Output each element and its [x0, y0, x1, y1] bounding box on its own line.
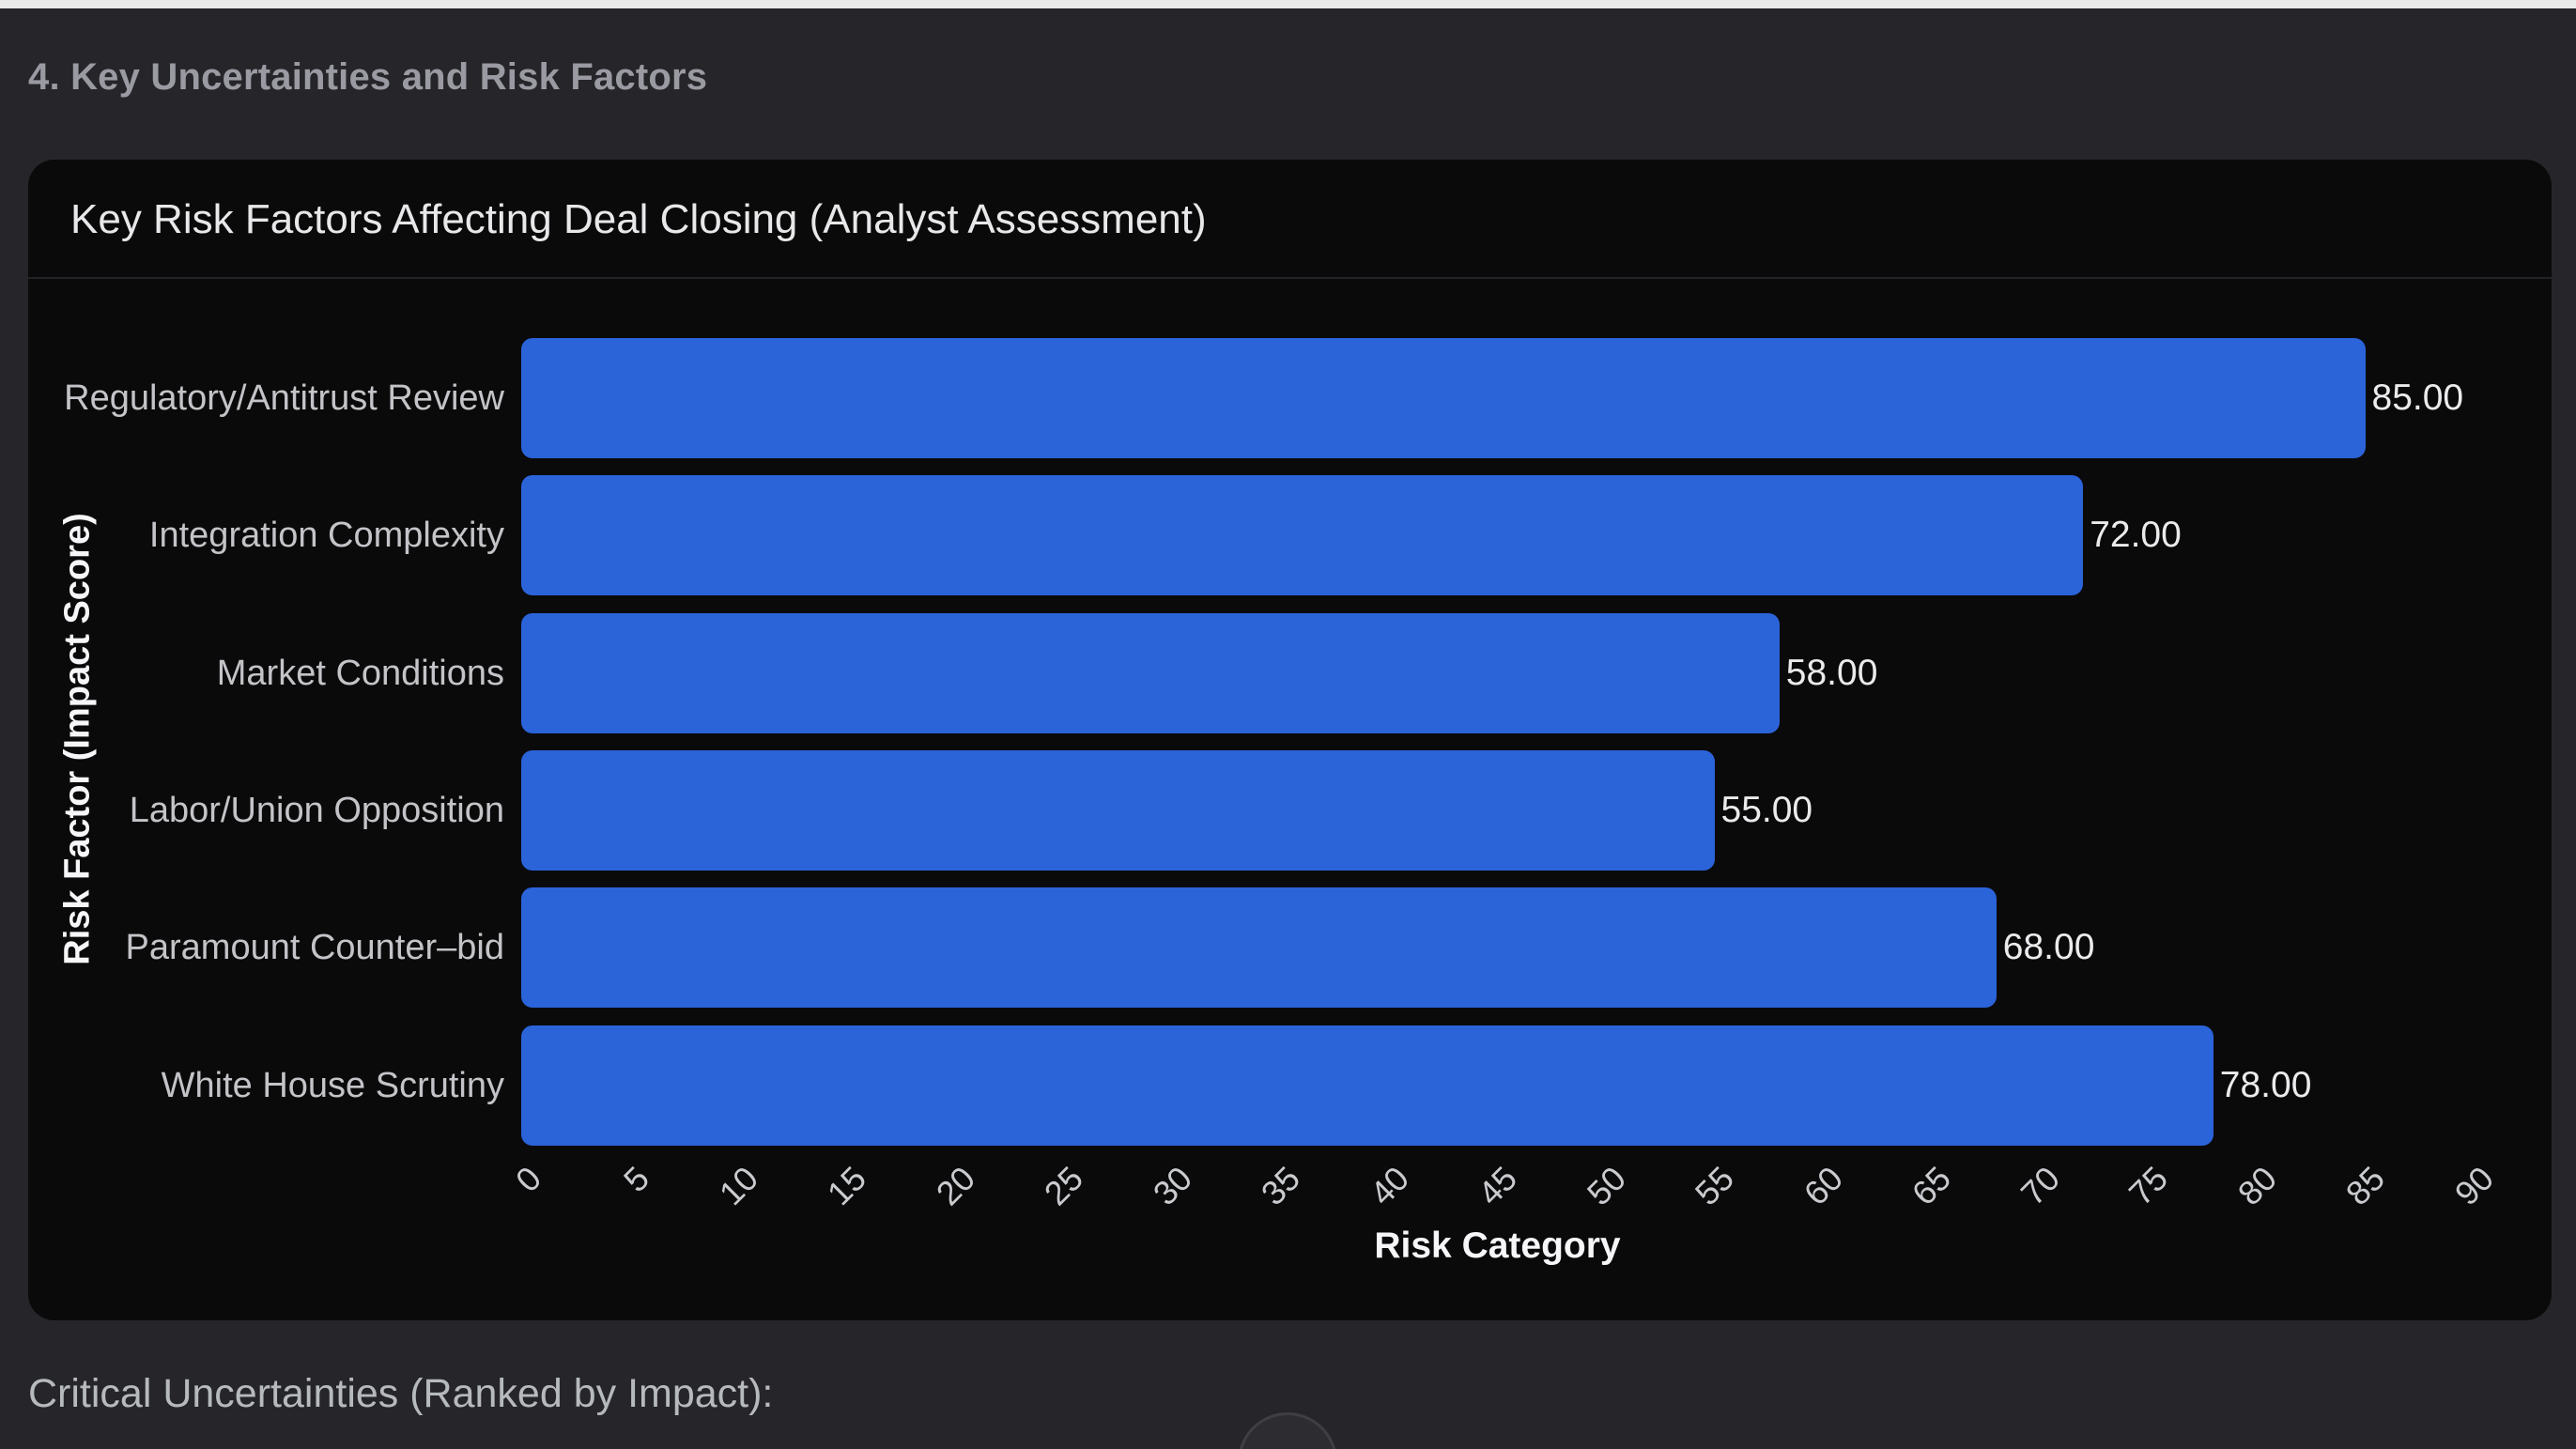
bar: [521, 749, 1715, 871]
x-tick-label: 20: [928, 1159, 982, 1213]
x-tick-label: 70: [2013, 1159, 2067, 1213]
top-scrollbar-strip: [0, 0, 2576, 8]
value-label: 78.00: [2219, 1064, 2312, 1105]
value-label: 58.00: [1785, 652, 1878, 693]
x-tick-label: 15: [820, 1159, 874, 1213]
x-tick-label: 5: [616, 1159, 657, 1200]
x-tick-label: 50: [1579, 1159, 1633, 1213]
value-label: 72.00: [2090, 515, 2182, 556]
bar: [521, 887, 1997, 1009]
x-tick-label: 90: [2446, 1159, 2501, 1213]
bar: [521, 338, 2366, 458]
x-axis-label: Risk Category: [1374, 1225, 1621, 1266]
x-tick-label: 10: [711, 1159, 765, 1213]
x-tick-label: 35: [1254, 1159, 1308, 1213]
footer-note: Critical Uncertainties (Ranked by Impact…: [28, 1371, 774, 1416]
category-label: Integration Complexity: [148, 516, 504, 556]
category-label: Regulatory/Antitrust Review: [64, 378, 504, 418]
x-tick-label: 85: [2338, 1159, 2393, 1213]
x-tick-label: 75: [2121, 1159, 2176, 1213]
category-label: Labor/Union Opposition: [129, 790, 504, 830]
x-tick-label: 25: [1037, 1159, 1091, 1213]
value-label: 85.00: [2371, 378, 2464, 418]
x-tick-label: 55: [1688, 1159, 1742, 1213]
bar: [521, 475, 2084, 596]
x-tick-label: 80: [2229, 1159, 2284, 1213]
x-tick-label: 65: [1905, 1159, 1959, 1213]
x-tick-label: 0: [507, 1159, 548, 1200]
chart-panel: Key Risk Factors Affecting Deal Closing …: [28, 160, 2552, 1320]
x-tick-label: 45: [1471, 1159, 1525, 1213]
x-tick-label: 40: [1362, 1159, 1416, 1213]
value-label: 55.00: [1720, 789, 1813, 830]
scroll-down-button[interactable]: [1238, 1412, 1337, 1449]
bar: [521, 1025, 2214, 1146]
category-label: White House Scrutiny: [161, 1065, 504, 1105]
value-label: 68.00: [2002, 927, 2095, 968]
bar: [521, 612, 1780, 733]
category-label: Paramount Counter–bid: [125, 928, 504, 968]
chart-title: Key Risk Factors Affecting Deal Closing …: [70, 196, 1207, 242]
x-tick-label: 30: [1145, 1159, 1199, 1213]
x-tick-label: 60: [1796, 1159, 1850, 1213]
chart-panel-header: Key Risk Factors Affecting Deal Closing …: [28, 160, 2552, 279]
section-heading: 4. Key Uncertainties and Risk Factors: [28, 56, 708, 98]
chart-plot-area: Risk Factor (Impact Score) Regulatory/An…: [28, 281, 2552, 1320]
category-label: Market Conditions: [216, 653, 504, 693]
